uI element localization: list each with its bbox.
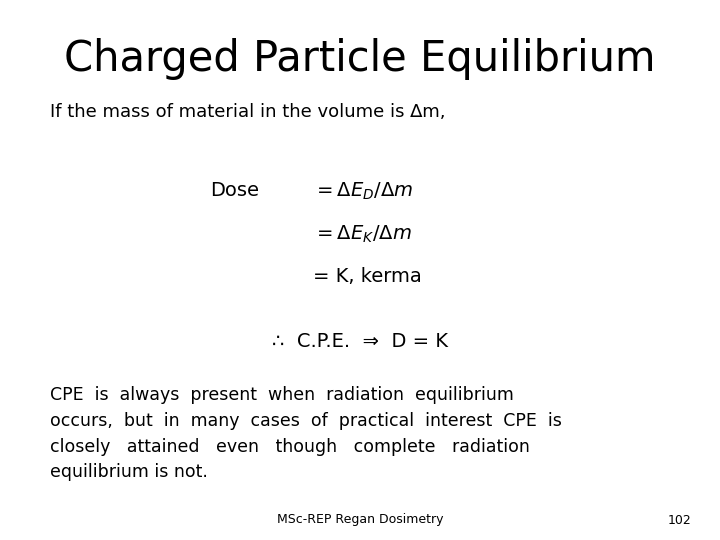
Text: If the mass of material in the volume is ∆m,: If the mass of material in the volume is…: [50, 103, 446, 120]
Text: 102: 102: [667, 514, 691, 526]
Text: CPE  is  always  present  when  radiation  equilibrium
occurs,  but  in  many  c: CPE is always present when radiation equ…: [50, 386, 562, 481]
Text: MSc-REP Regan Dosimetry: MSc-REP Regan Dosimetry: [276, 514, 444, 526]
Text: = K, kerma: = K, kerma: [313, 267, 422, 286]
Text: $= \Delta E_D/\Delta m$: $= \Delta E_D/\Delta m$: [313, 181, 413, 202]
Text: Charged Particle Equilibrium: Charged Particle Equilibrium: [64, 38, 656, 80]
Text: ∴  C.P.E.  ⇒  D = K: ∴ C.P.E. ⇒ D = K: [272, 332, 448, 351]
Text: Dose: Dose: [210, 181, 259, 200]
Text: $= \Delta E_K/\Delta m$: $= \Delta E_K/\Delta m$: [313, 224, 412, 245]
